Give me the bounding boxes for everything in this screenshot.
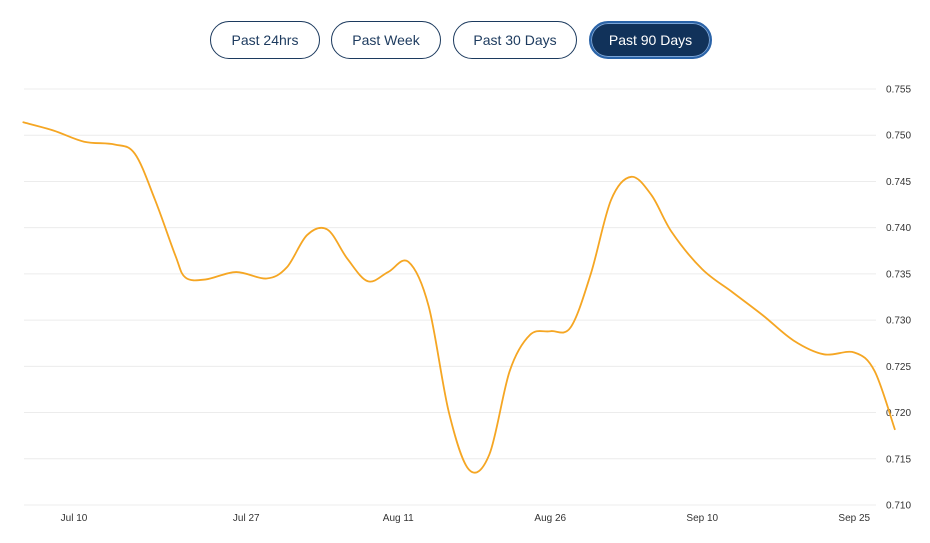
grid-lines bbox=[24, 88, 876, 506]
data-point bbox=[323, 226, 331, 234]
x-tick-label: Sep 25 bbox=[838, 513, 870, 524]
series-layer bbox=[19, 118, 899, 474]
y-tick-label: 0.715 bbox=[886, 454, 911, 465]
x-tick-label: Aug 11 bbox=[383, 513, 414, 524]
x-tick-label: Jul 27 bbox=[233, 513, 260, 524]
y-axis-ticks: 0.755 0.750 0.745 0.740 0.735 0.730 0.725 0.720… bbox=[886, 85, 911, 512]
data-point bbox=[607, 196, 615, 204]
data-point bbox=[627, 173, 635, 181]
data-point bbox=[891, 425, 899, 433]
y-tick-label: 0.730 bbox=[886, 316, 911, 327]
x-tick-label: Aug 26 bbox=[534, 513, 566, 524]
time-range-tabs: Past 24hrs Past Week Past 30 Days Past 9… bbox=[0, 21, 930, 61]
data-point bbox=[648, 191, 656, 199]
data-point bbox=[263, 275, 271, 283]
data-point bbox=[789, 336, 797, 344]
data-point bbox=[151, 196, 159, 204]
tab-past-90-days[interactable]: Past 90 Days bbox=[589, 21, 712, 59]
data-point bbox=[80, 138, 88, 146]
data-point bbox=[303, 231, 311, 239]
data-point bbox=[384, 268, 392, 276]
data-point bbox=[871, 367, 879, 375]
data-point bbox=[587, 270, 595, 278]
data-point bbox=[404, 258, 412, 266]
y-tick-label: 0.725 bbox=[886, 362, 911, 373]
data-point bbox=[19, 118, 27, 126]
data-point bbox=[485, 450, 493, 458]
data-point bbox=[232, 268, 240, 276]
series-line bbox=[22, 121, 896, 474]
data-point bbox=[111, 140, 119, 148]
data-point bbox=[364, 277, 372, 285]
data-point bbox=[546, 327, 554, 335]
data-point bbox=[344, 255, 352, 263]
data-point bbox=[202, 275, 210, 283]
data-point bbox=[283, 263, 291, 271]
y-tick-label: 0.745 bbox=[886, 177, 911, 188]
tab-past-24hrs[interactable]: Past 24hrs bbox=[210, 21, 320, 59]
y-tick-label: 0.735 bbox=[886, 269, 911, 280]
data-point bbox=[131, 150, 139, 158]
data-point bbox=[445, 409, 453, 417]
x-tick-label: Sep 10 bbox=[686, 513, 718, 524]
data-point bbox=[171, 251, 179, 259]
y-tick-label: 0.720 bbox=[886, 408, 911, 419]
y-tick-label: 0.750 bbox=[886, 131, 911, 142]
x-axis-ticks: Jul 10 Jul 27 Aug 11 Aug 26 Sep 10 Sep 25 bbox=[61, 513, 871, 524]
y-tick-label: 0.740 bbox=[886, 223, 911, 234]
y-tick-label: 0.755 bbox=[886, 85, 911, 96]
tab-past-week[interactable]: Past Week bbox=[331, 21, 441, 59]
x-tick-label: Jul 10 bbox=[61, 513, 88, 524]
data-point bbox=[759, 311, 767, 319]
data-point bbox=[850, 348, 858, 356]
data-point bbox=[506, 367, 514, 375]
data-point bbox=[820, 350, 828, 358]
data-point bbox=[181, 274, 189, 282]
data-point bbox=[729, 288, 737, 296]
data-point bbox=[50, 127, 58, 135]
data-point bbox=[567, 324, 575, 332]
data-point bbox=[465, 466, 473, 474]
data-point bbox=[698, 265, 706, 273]
data-point bbox=[526, 331, 534, 339]
tab-past-30-days[interactable]: Past 30 Days bbox=[453, 21, 577, 59]
data-point bbox=[668, 228, 676, 236]
data-point bbox=[425, 302, 433, 310]
y-tick-label: 0.710 bbox=[886, 501, 911, 512]
